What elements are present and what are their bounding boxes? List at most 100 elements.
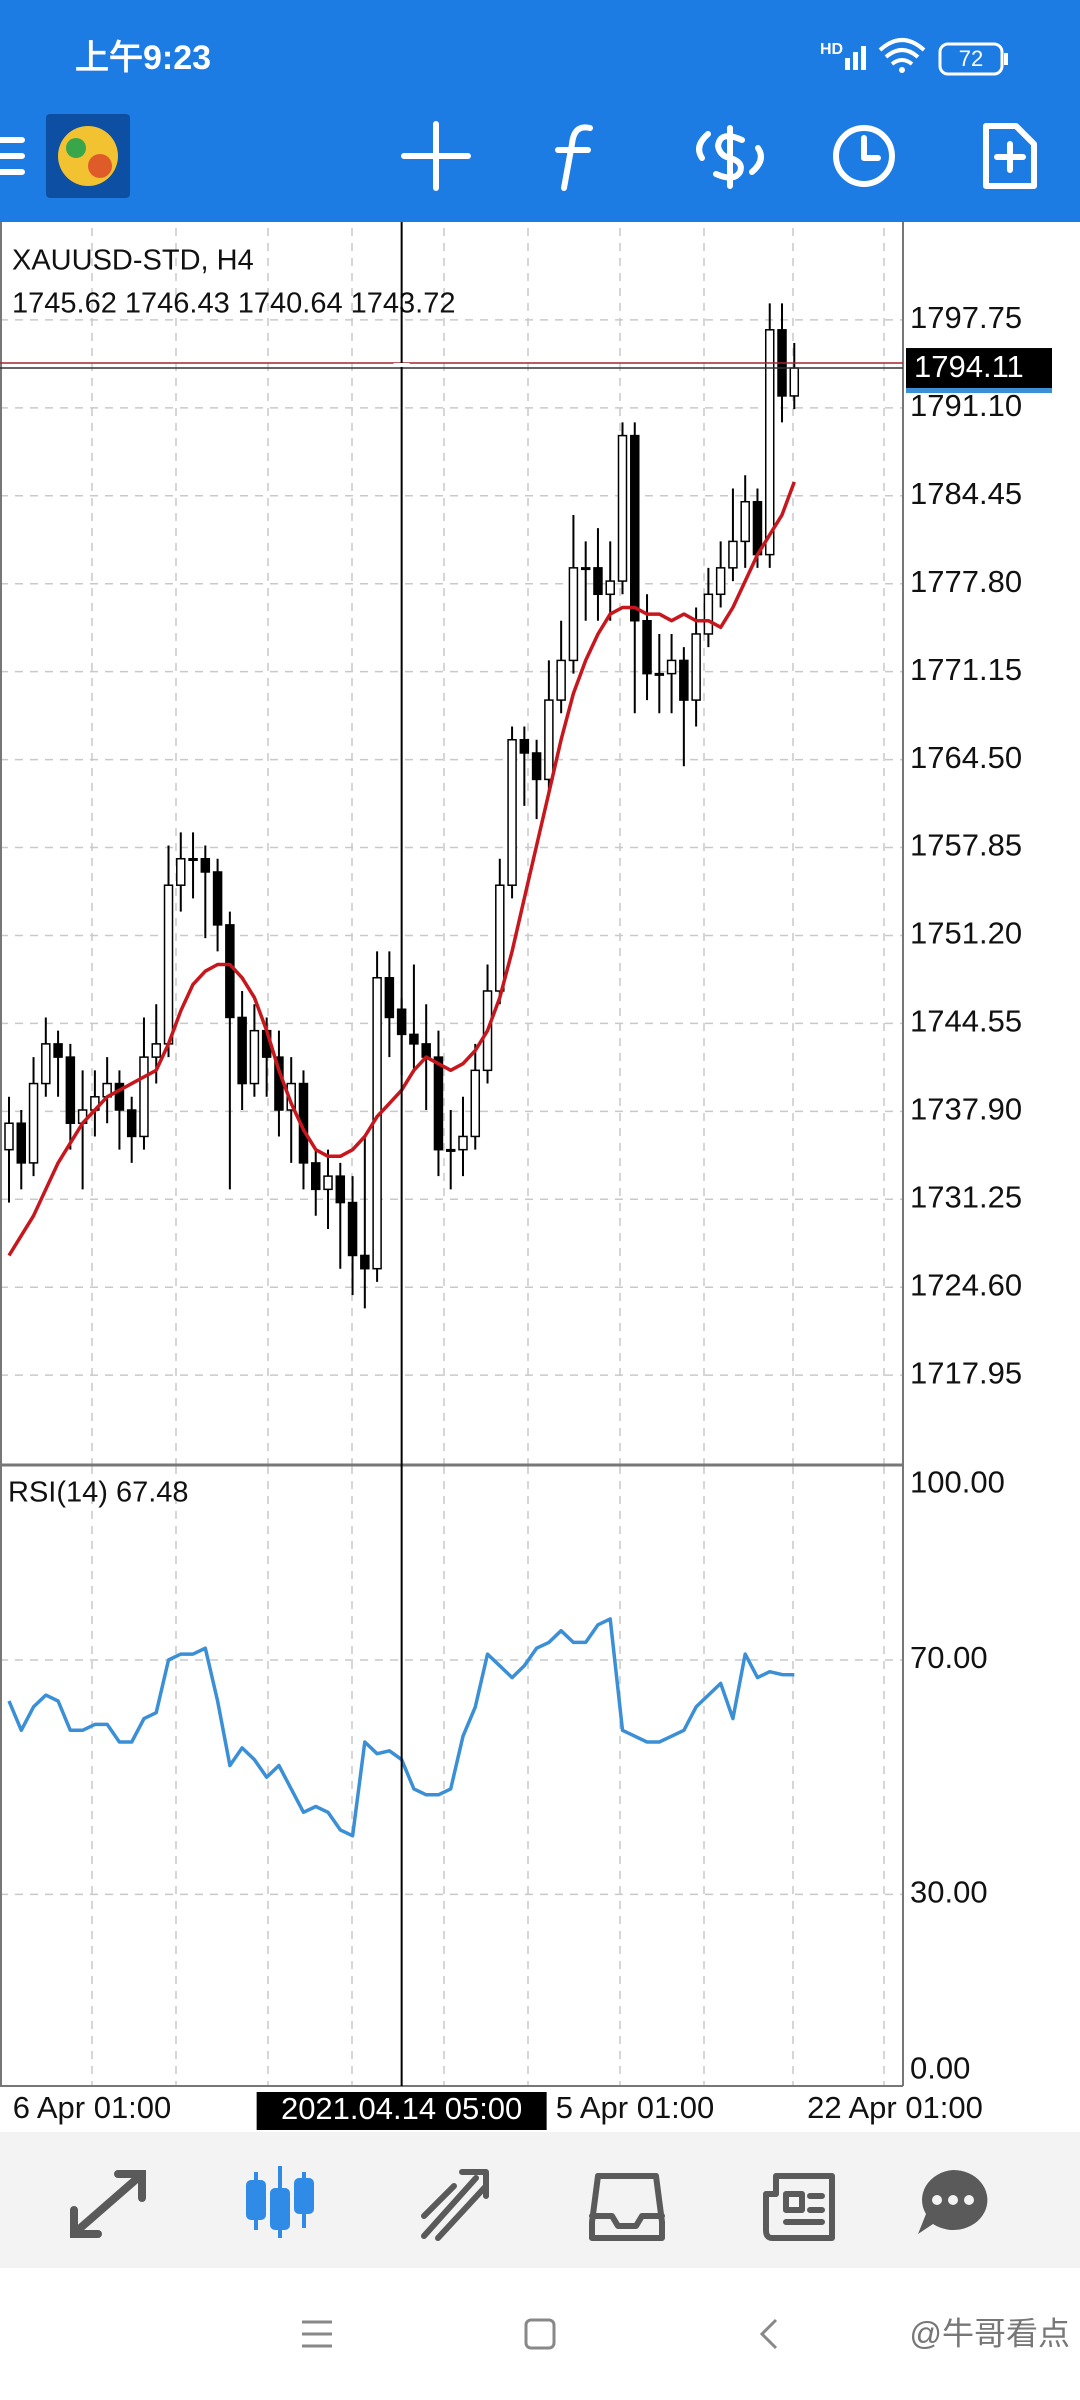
bottom-nav xyxy=(0,2132,1080,2268)
ohlc-label: 1745.62 1746.43 1740.64 1743.72 xyxy=(12,288,455,320)
candle-body xyxy=(642,619,652,675)
candle-body xyxy=(605,580,615,596)
candle-body xyxy=(421,1043,431,1058)
y-tick-label: 1724.60 xyxy=(910,1267,1022,1302)
new-order-tool[interactable] xyxy=(983,123,1037,189)
crosshair-tool[interactable] xyxy=(401,121,471,191)
candle-body xyxy=(249,1029,260,1085)
candle-body xyxy=(433,1056,444,1151)
home-button[interactable] xyxy=(524,2318,556,2350)
candle-body xyxy=(531,752,542,781)
status-icons-part xyxy=(1004,53,1008,65)
candle-body xyxy=(654,672,665,676)
candle-body xyxy=(703,593,714,635)
trade-tool-part xyxy=(696,125,764,189)
system-nav xyxy=(302,2318,778,2350)
chart-tab[interactable] xyxy=(246,2166,314,2238)
candle-body xyxy=(458,1135,468,1151)
trade-tab-part xyxy=(421,2169,489,2241)
candle-body xyxy=(360,1254,370,1270)
status-icons-part xyxy=(899,67,905,73)
candle-body xyxy=(323,1175,333,1191)
trade-tool[interactable] xyxy=(696,125,764,189)
candle-body xyxy=(200,858,211,873)
chat-tab[interactable] xyxy=(918,2169,988,2234)
candle-body xyxy=(311,1162,321,1191)
candle-body xyxy=(764,329,775,556)
chart-tab-part xyxy=(294,2178,314,2214)
chart: 1797.75 1791.10 1784.45 1777.80 1771.15 1764.… xyxy=(0,222,1080,2132)
rsi-tick-label: 30.00 xyxy=(910,1875,988,1910)
chart-tab-part xyxy=(246,2180,266,2220)
recents-button[interactable] xyxy=(302,2320,332,2348)
quotes-tab-part xyxy=(70,2170,146,2238)
battery-level: 72 xyxy=(959,46,983,71)
candle-body xyxy=(666,659,677,675)
candle-body xyxy=(728,540,738,569)
candle-body xyxy=(384,977,395,1019)
status-icons: HD xyxy=(820,38,1008,76)
candle-body xyxy=(715,567,726,596)
menu-button-part xyxy=(0,137,25,175)
candle-body xyxy=(495,884,505,992)
status-icons-part xyxy=(845,58,850,70)
candle-body xyxy=(691,633,701,701)
y-tick-label: 1751.20 xyxy=(910,916,1022,951)
candle-body xyxy=(126,1109,137,1138)
indicators-tool[interactable] xyxy=(555,124,593,191)
candle-body xyxy=(16,1122,27,1164)
candle-body xyxy=(409,1033,419,1045)
candle-body xyxy=(519,738,530,754)
candle-body xyxy=(568,567,579,662)
app-logo-part xyxy=(58,126,118,186)
quotes-tab[interactable] xyxy=(70,2170,146,2238)
candle-body xyxy=(212,871,223,926)
candle-body xyxy=(28,1082,39,1164)
chat-tab-part xyxy=(964,2195,974,2205)
clock: 上午9:23 xyxy=(75,39,211,77)
candle-body xyxy=(335,1175,346,1204)
time-label: 22 Apr 01:00 xyxy=(807,2090,983,2125)
candle-body xyxy=(789,367,800,397)
timeframe-tool[interactable] xyxy=(833,125,895,187)
y-tick-label: 1744.55 xyxy=(910,1004,1022,1039)
news-tab-part xyxy=(763,2173,835,2241)
time-label: 5 Apr 01:00 xyxy=(556,2090,715,2125)
candle-body xyxy=(580,567,591,571)
time-label: 6 Apr 01:00 xyxy=(13,2090,172,2125)
candle-body xyxy=(65,1056,76,1124)
status-icons-part xyxy=(861,46,866,70)
chat-tab-part xyxy=(948,2195,958,2205)
candle-body xyxy=(151,1043,161,1058)
candle-body xyxy=(556,659,566,701)
candle-body xyxy=(188,858,198,862)
menu-button[interactable] xyxy=(0,137,25,175)
current-price-label: 1794.11 xyxy=(914,349,1024,384)
candle-body xyxy=(41,1043,51,1085)
rsi-label: RSI(14) 67.48 xyxy=(8,1477,189,1509)
candle-body xyxy=(679,659,689,701)
candle-body xyxy=(445,1148,456,1152)
chat-tab-part xyxy=(932,2195,942,2205)
y-tick-label: 1771.15 xyxy=(910,652,1022,687)
news-tab[interactable] xyxy=(763,2173,835,2241)
history-tab[interactable] xyxy=(589,2173,665,2241)
candle-body xyxy=(53,1043,63,1058)
y-tick-label: 1717.95 xyxy=(910,1355,1022,1390)
price-label-underline xyxy=(906,388,1052,394)
back-button[interactable] xyxy=(759,2318,778,2350)
status-icons-part xyxy=(853,52,858,70)
app-logo[interactable] xyxy=(46,114,130,198)
candle-body xyxy=(114,1082,125,1111)
chart-tab-part xyxy=(270,2188,290,2230)
candle-body xyxy=(470,1069,481,1138)
status-icons-part xyxy=(938,42,1004,76)
new-order-tool-part xyxy=(983,123,1037,189)
y-tick-label: 1791.10 xyxy=(910,388,1022,423)
watermark: @牛哥看点 xyxy=(910,2315,1071,2351)
trade-tab[interactable] xyxy=(421,2169,489,2241)
candle-body xyxy=(139,1056,149,1138)
price-label-box xyxy=(906,348,1052,389)
crosshair-tool-part xyxy=(401,121,471,191)
indicators-tool-part xyxy=(555,124,593,191)
